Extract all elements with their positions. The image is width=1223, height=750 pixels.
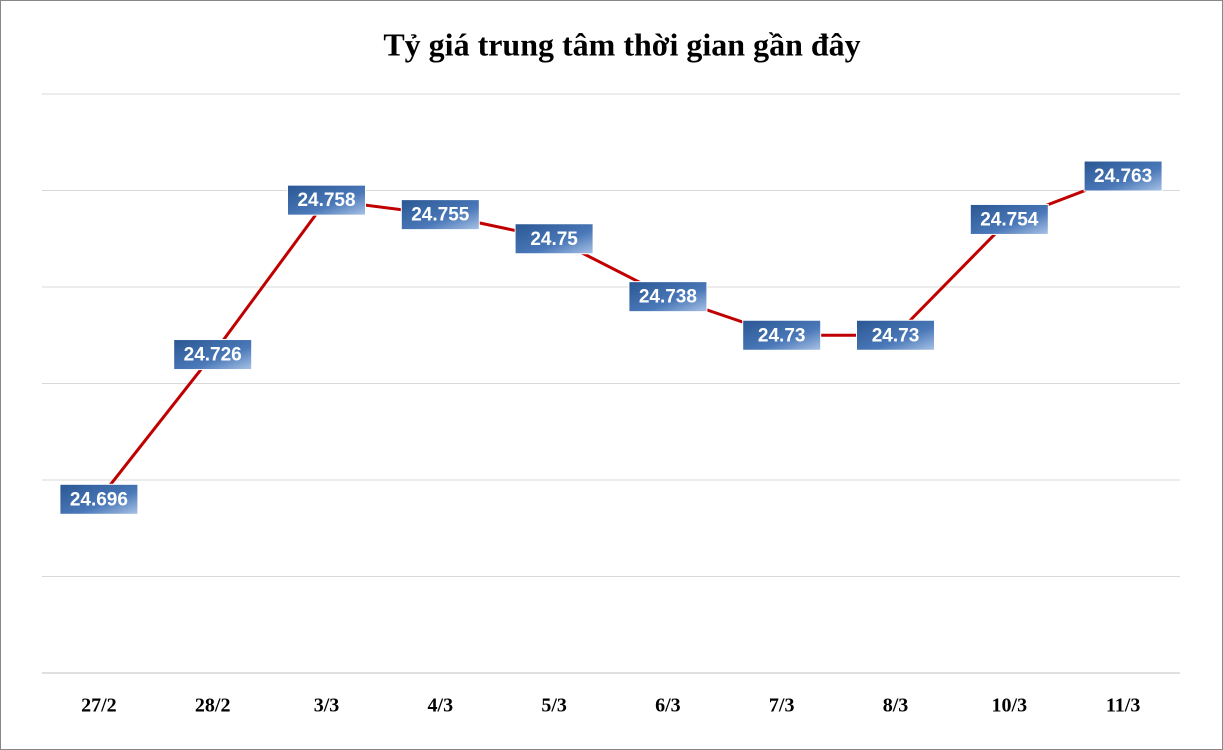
x-tick-label: 5/3 bbox=[541, 695, 567, 717]
data-label-box bbox=[173, 339, 253, 371]
data-label: 24.696 bbox=[70, 489, 128, 510]
x-tick-label: 10/3 bbox=[992, 695, 1028, 717]
x-tick-label: 8/3 bbox=[883, 695, 909, 717]
data-label: 24.754 bbox=[980, 209, 1039, 230]
x-tick-label: 27/2 bbox=[81, 695, 117, 717]
data-label: 24.73 bbox=[872, 325, 920, 346]
x-tick-label: 28/2 bbox=[195, 695, 231, 717]
data-label: 24.755 bbox=[411, 205, 470, 226]
data-label: 24.758 bbox=[297, 190, 355, 211]
data-label-box bbox=[400, 199, 480, 231]
line bbox=[97, 174, 1124, 501]
data-label-box bbox=[59, 483, 139, 515]
data-label: 24.738 bbox=[639, 287, 697, 308]
data-label: 24.75 bbox=[530, 229, 578, 250]
x-tick-label: 3/3 bbox=[314, 695, 340, 717]
data-label: 24.726 bbox=[184, 345, 242, 366]
data-label-box bbox=[514, 223, 594, 255]
x-tick-label: 11/3 bbox=[1106, 695, 1140, 717]
data-label-box bbox=[1083, 160, 1163, 192]
data-label-box bbox=[287, 184, 366, 216]
data-label-box bbox=[856, 319, 935, 351]
x-tick-label: 7/3 bbox=[769, 695, 795, 717]
data-label-box bbox=[628, 281, 708, 313]
x-tick-label: 6/3 bbox=[655, 695, 681, 717]
data-label-box bbox=[969, 203, 1049, 235]
data-label: 24.73 bbox=[758, 325, 806, 346]
x-tick-label: 4/3 bbox=[428, 695, 454, 717]
data-label: 24.763 bbox=[1094, 166, 1152, 187]
chart-title: Tỷ giá trung tâm thời gian gần đây bbox=[383, 26, 860, 62]
data-label-box bbox=[742, 319, 822, 351]
